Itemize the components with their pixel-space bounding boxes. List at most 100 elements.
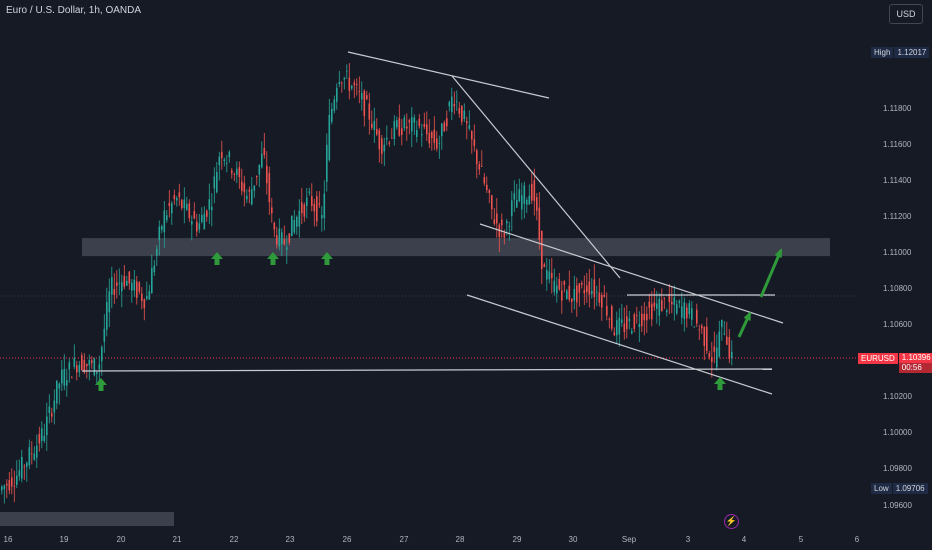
candle-body: [426, 124, 428, 135]
candle-body: [458, 108, 461, 114]
y-tick-label: 1.09600: [883, 500, 912, 510]
candle-body: [433, 129, 436, 144]
candle-body: [416, 129, 418, 137]
candle-body: [463, 110, 466, 120]
candle-body: [651, 303, 653, 320]
candle-body: [63, 368, 66, 386]
candle-body: [316, 196, 318, 222]
candle-body: [223, 159, 226, 161]
x-tick-label: 23: [285, 535, 295, 544]
candle-body: [428, 132, 431, 144]
candle-body: [101, 346, 103, 362]
candle-body: [406, 126, 408, 129]
candle-body: [573, 288, 576, 301]
candle-body: [731, 351, 733, 359]
candle-body: [431, 132, 433, 139]
candle-body: [576, 285, 578, 303]
candle-body: [711, 357, 713, 362]
x-tick-label: 22: [229, 535, 239, 544]
candle-body: [156, 248, 158, 256]
candle-body: [591, 290, 593, 295]
candle-body: [188, 203, 191, 219]
candle-body: [551, 272, 553, 279]
candle-body: [668, 293, 671, 302]
candle-body: [128, 271, 131, 284]
high-label: High: [871, 47, 894, 58]
candle-body: [663, 297, 666, 299]
candle-body: [371, 123, 373, 128]
currency-button[interactable]: USD: [889, 4, 923, 24]
candle-body: [603, 294, 606, 297]
candle-body: [231, 170, 233, 174]
candle-body: [643, 313, 646, 321]
candle-body: [456, 101, 458, 103]
candle-body: [196, 221, 198, 232]
candle-body: [558, 278, 561, 290]
x-tick-label: 5: [798, 535, 804, 544]
candle-body: [106, 302, 108, 330]
candle-body: [626, 316, 628, 330]
candle-body: [691, 308, 693, 320]
candle-body: [3, 485, 6, 490]
candle-body: [333, 99, 336, 111]
candle-body: [261, 153, 263, 168]
candle-body: [313, 203, 316, 212]
candle-body: [578, 283, 581, 293]
candle-body: [696, 309, 698, 324]
candle-body: [546, 270, 548, 280]
symbol-label: EURUSD: [858, 353, 898, 364]
candle-body: [718, 331, 721, 357]
last-price-marker: EURUSD 1.10396 00:56: [858, 353, 932, 373]
candle-body: [723, 333, 726, 335]
candle-body: [361, 93, 363, 100]
candle-body: [58, 383, 61, 389]
candle-body: [421, 134, 423, 136]
last-price-value: 1.10396: [901, 353, 931, 362]
candle-body: [338, 82, 341, 85]
candle-body: [273, 222, 276, 230]
candle-body: [38, 433, 41, 444]
candle-body: [636, 314, 638, 316]
green-up-arrow: [211, 252, 223, 265]
candle-body: [331, 108, 333, 122]
candle-body: [268, 172, 271, 203]
x-tick-label: 21: [172, 535, 182, 544]
x-tick-label: Sep: [621, 535, 637, 544]
candle-body: [541, 230, 543, 269]
candle-body: [563, 281, 566, 285]
candle-body: [143, 299, 146, 309]
candle-body: [13, 485, 16, 487]
candle-body: [656, 303, 658, 309]
candle-body: [291, 215, 293, 237]
candle-body: [726, 336, 728, 345]
candle-body: [178, 192, 181, 198]
candle-body: [218, 156, 221, 166]
candle-body: [103, 328, 106, 342]
candle-body: [228, 151, 231, 158]
candle-body: [276, 235, 278, 245]
candle-body: [491, 195, 493, 210]
candle-body: [586, 285, 588, 293]
y-tick-label: 1.11600: [883, 139, 912, 149]
candle-body: [161, 226, 163, 230]
candle-body: [631, 331, 633, 334]
candle-body: [1, 486, 3, 491]
candle-body: [363, 90, 366, 117]
candle-body: [318, 203, 321, 205]
candle-body: [526, 199, 528, 205]
candle-body: [18, 470, 21, 477]
candle-body: [113, 289, 116, 295]
x-tick-label: 30: [568, 535, 578, 544]
candle-body: [658, 298, 661, 316]
lightning-icon[interactable]: ⚡: [724, 514, 739, 529]
candle-body: [56, 380, 58, 404]
candle-body: [33, 453, 36, 460]
candle-body: [521, 195, 523, 210]
candle-body: [721, 319, 723, 328]
candle-body: [186, 203, 188, 210]
green-up-arrow: [267, 252, 279, 265]
candle-body: [108, 291, 111, 313]
candle-body: [48, 406, 51, 413]
candle-body: [193, 211, 196, 219]
